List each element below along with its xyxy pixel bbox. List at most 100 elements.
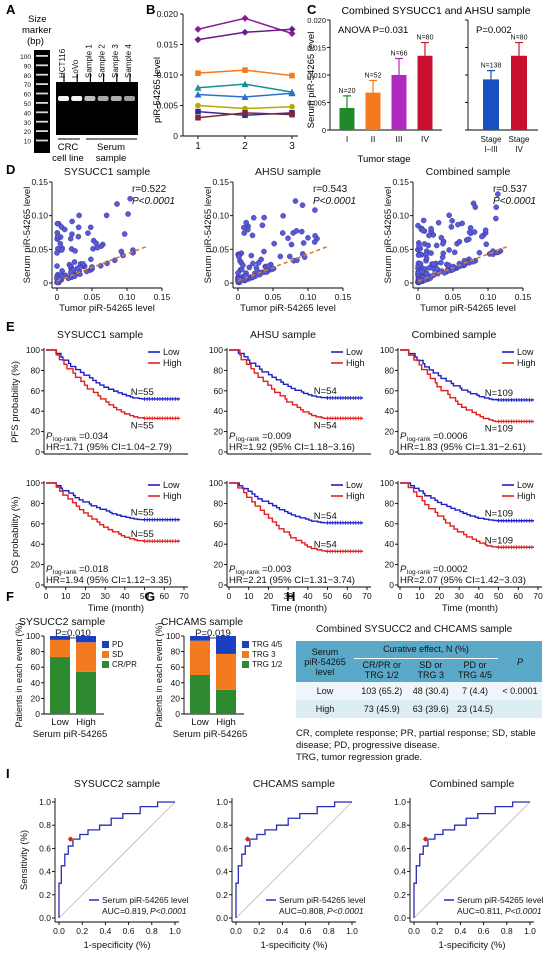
d-point — [261, 248, 267, 255]
i-x-tick-label: 0.4 — [99, 926, 111, 936]
e-legend-high: High — [517, 491, 536, 501]
d-point — [59, 268, 65, 274]
d-point — [479, 233, 485, 240]
c2-errbar-1 — [515, 41, 523, 56]
e-y-tick-label: 100 — [209, 478, 223, 488]
d-point — [261, 214, 267, 221]
b-point — [195, 70, 201, 76]
d-point — [121, 231, 128, 237]
panel-letter-i: I — [6, 766, 10, 781]
b-point — [289, 72, 295, 79]
e-curve-high — [46, 349, 181, 420]
c-anova: ANOVA P=0.031 — [338, 25, 408, 36]
fg-legend-label-1: SD — [112, 650, 123, 659]
h-row-high-level: High — [315, 704, 335, 714]
e-legend-low: Low — [346, 347, 363, 357]
gel-band-4 — [110, 96, 122, 101]
e-y-tick-label: 0 — [35, 447, 40, 457]
b-x-tick-label: 3 — [289, 141, 295, 152]
c-y-tick-label: 0.020 — [307, 16, 326, 25]
e-y-tick-label: 0 — [389, 580, 394, 590]
d-point — [311, 239, 318, 245]
gel-image — [56, 82, 138, 135]
gel-lane-labels: HCT116 LoVo Sample 1 Sample 2 Sample 3 Sample… — [58, 44, 134, 91]
d-point — [85, 230, 91, 236]
e-curve-low — [400, 482, 535, 522]
e-x-tick-label: 10 — [244, 591, 254, 601]
lane-arrow-4 — [113, 74, 121, 91]
e-x-tick-label: 0 — [398, 591, 403, 601]
e-y-tick-label: 60 — [385, 519, 395, 529]
d-point — [419, 268, 425, 275]
c-n-label-3: N=80 — [417, 35, 434, 42]
i-y-tick-label: 0.4 — [216, 867, 228, 877]
h-row-low-level: Low — [316, 686, 334, 696]
i-auc-0: AUC=0.819, — [102, 906, 149, 916]
d-point — [280, 213, 286, 219]
d-point — [236, 254, 242, 260]
fg-bar-Low-SD — [50, 639, 70, 658]
d-point — [249, 232, 256, 239]
e-n-high: N=54 — [314, 539, 337, 550]
i-chart-1: CHCAMS sample 0.00.0 0.2 0.2 0.4 0.4 0.6 0.6 0.8… — [216, 778, 365, 951]
c-bar-I — [339, 108, 355, 130]
e-x-tick-label: 60 — [343, 591, 353, 601]
e-y-tick-label: 40 — [31, 406, 41, 416]
i-x-tick-label: 0.4 — [454, 926, 466, 936]
b-point — [195, 102, 201, 109]
fg-legend-swatch-0 — [242, 641, 249, 648]
gel-band-1 — [71, 96, 83, 101]
fg-y-tick-label: 80 — [31, 647, 41, 657]
lane-label-5: Sample 4 — [124, 44, 133, 78]
e-y-tick-label: 80 — [214, 365, 224, 375]
e-x-tick-label: 40 — [120, 591, 130, 601]
d-point — [104, 260, 110, 267]
gel-y-tick-50: 50 — [24, 101, 32, 108]
d-point — [312, 207, 318, 213]
d-point — [54, 233, 61, 240]
d-point — [71, 259, 78, 265]
i-p-2: P<0.0001 — [505, 906, 542, 916]
e-legend-high: High — [517, 358, 536, 368]
d-point — [466, 229, 473, 236]
d-point — [451, 249, 458, 256]
d-point — [416, 243, 422, 249]
c-n-label-0: N=20 — [339, 88, 356, 95]
d-point — [61, 226, 68, 233]
ladder-band-20 — [36, 130, 48, 132]
i-y-tick-label: 0.4 — [394, 867, 406, 877]
e-x-tick-label: 30 — [283, 591, 293, 601]
e-x-tick-label: 70 — [533, 591, 543, 601]
e-n-low: N=109 — [485, 388, 513, 399]
fg-y-tick-label: 80 — [171, 647, 181, 657]
e-n-low: N=55 — [131, 508, 154, 519]
e-y-tick-label: 100 — [380, 345, 394, 355]
d-point — [88, 256, 94, 263]
gel-y-tick-30: 30 — [24, 120, 32, 127]
c-errbar-I — [343, 95, 351, 108]
c-title: Combined SYSUCC1 and AHSU sample — [341, 5, 530, 17]
i-x-tick-label: 1.0 — [524, 926, 536, 936]
d-point — [299, 202, 306, 208]
d-point — [76, 212, 82, 219]
i-x-tick-label: 0.8 — [501, 926, 513, 936]
e-y-label-pfs: PFS probability (%) — [10, 361, 21, 443]
ladder-band-60 — [36, 92, 48, 95]
d-x-tick-label: 0.10 — [480, 292, 497, 302]
d-point — [448, 224, 455, 230]
i-y-tick-label: 0.2 — [394, 890, 406, 900]
i-p-0: P<0.0001 — [150, 906, 187, 916]
b-x-tick-label: 2 — [242, 141, 248, 152]
fg-title-1: CHCAMS sample — [161, 616, 243, 628]
e-y-tick-label: 60 — [385, 386, 395, 396]
e-y-tick-label: 80 — [31, 498, 41, 508]
d-point — [238, 266, 245, 273]
fg-bar-Low-PD — [50, 636, 70, 640]
d-point — [423, 255, 430, 262]
i-y-tick-label: 0.8 — [394, 820, 406, 830]
b-point — [289, 111, 295, 118]
d-point — [305, 234, 311, 241]
d-point — [286, 253, 293, 260]
